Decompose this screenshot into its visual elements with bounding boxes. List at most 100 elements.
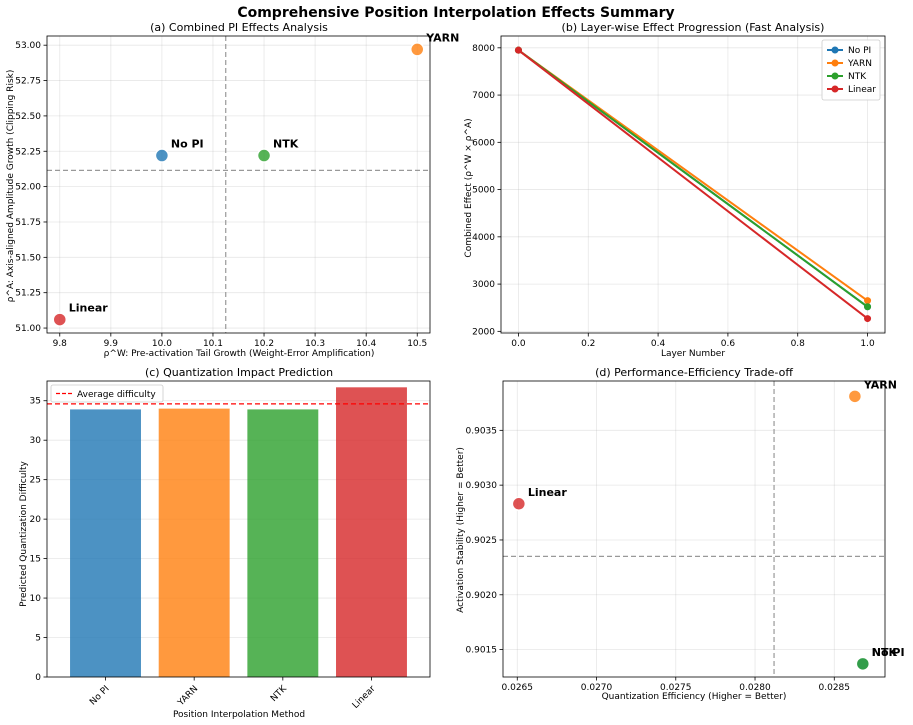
y-tick-label: 0.9035 bbox=[466, 426, 498, 436]
point-label: YARN bbox=[863, 378, 897, 391]
x-tick-label: 10.1 bbox=[203, 339, 223, 349]
y-tick-label: 6000 bbox=[472, 138, 495, 148]
y-tick-label: 52.25 bbox=[15, 147, 41, 157]
legend: Average difficulty bbox=[50, 384, 164, 403]
axes-frame bbox=[46, 380, 431, 678]
legend-label: No PI bbox=[848, 46, 871, 56]
legend-label: Average difficulty bbox=[77, 390, 156, 400]
x-tick-label: 0.0270 bbox=[581, 683, 613, 693]
panel-a-xlabel: ρ^W: Pre-activation Tail Growth (Weight-… bbox=[104, 349, 375, 359]
x-tick-label: 10.0 bbox=[152, 339, 172, 349]
y-tick-label: 10 bbox=[30, 594, 42, 604]
panel-b-xlabel: Layer Number bbox=[661, 349, 725, 359]
figure-suptitle: Comprehensive Position Interpolation Eff… bbox=[237, 5, 674, 21]
y-tick-label: 51.25 bbox=[15, 289, 41, 299]
bar-ntk bbox=[247, 409, 319, 677]
panel-a-title: (a) Combined PI Effects Analysis bbox=[150, 21, 328, 34]
legend-label: NTK bbox=[848, 72, 867, 82]
panel-d-ylabel: Activation Stability (Higher = Better) bbox=[456, 447, 466, 613]
panel-b-grid bbox=[501, 36, 885, 333]
axes-frame bbox=[46, 35, 431, 334]
legend-marker bbox=[831, 59, 839, 67]
point-label: YARN bbox=[425, 31, 459, 44]
y-tick-label: 25 bbox=[30, 476, 41, 486]
x-tick-label: 0.6 bbox=[721, 339, 736, 349]
y-tick-label: 51.00 bbox=[15, 324, 41, 334]
x-tick-label: 0.4 bbox=[651, 339, 666, 349]
point-label: No PI bbox=[171, 138, 204, 151]
panel-d-title: (d) Performance-Efficiency Trade-off bbox=[595, 366, 793, 379]
panel-c-xlabel: Position Interpolation Method bbox=[173, 710, 305, 720]
y-tick-label: 51.50 bbox=[15, 253, 41, 263]
y-tick-label: 0.9030 bbox=[466, 481, 498, 491]
panel-d-grid bbox=[503, 381, 885, 677]
bar-yarn bbox=[158, 408, 230, 677]
axes-frame bbox=[500, 35, 886, 334]
y-tick-label: 0.9025 bbox=[466, 536, 498, 546]
legend-marker bbox=[831, 72, 839, 80]
point-yarn bbox=[847, 389, 863, 404]
series-marker bbox=[864, 297, 872, 305]
panel-d-xlabel: Quantization Efficiency (Higher = Better… bbox=[602, 692, 787, 702]
y-tick-label: 8000 bbox=[472, 44, 495, 54]
x-tick-label: 10.5 bbox=[407, 339, 427, 349]
point-linear bbox=[511, 496, 527, 512]
axes-frame bbox=[502, 380, 886, 678]
panel-b-ylabel: Combined Effect (ρ^W × ρ^A) bbox=[464, 118, 474, 257]
y-tick-label: 4000 bbox=[472, 233, 495, 243]
panel-c: (c) Quantization Impact Prediction Posit… bbox=[19, 366, 431, 720]
panel-a: (a) Combined PI Effects Analysis ρ^W: Pr… bbox=[6, 21, 459, 359]
series-marker bbox=[514, 46, 522, 54]
y-tick-label: 35 bbox=[30, 397, 41, 407]
x-tick-label: 9.9 bbox=[104, 339, 119, 349]
panel-d: (d) Performance-Efficiency Trade-off Qua… bbox=[456, 366, 905, 702]
x-tick-label: 0.0 bbox=[511, 339, 526, 349]
y-tick-label: 53.00 bbox=[15, 41, 41, 51]
y-tick-label: 5 bbox=[35, 634, 41, 644]
x-tick-label: YARN bbox=[176, 684, 201, 709]
y-tick-label: 20 bbox=[30, 515, 42, 525]
point-label: Linear bbox=[69, 302, 108, 315]
legend-box bbox=[50, 384, 164, 403]
y-tick-label: 51.75 bbox=[15, 218, 41, 228]
x-tick-label: 10.4 bbox=[356, 339, 376, 349]
point-label: Linear bbox=[528, 486, 567, 499]
y-tick-label: 5000 bbox=[472, 186, 495, 196]
panel-b-title: (b) Layer-wise Effect Progression (Fast … bbox=[562, 21, 825, 34]
panel-b: (b) Layer-wise Effect Progression (Fast … bbox=[464, 21, 886, 359]
legend-label: YARN bbox=[847, 59, 872, 69]
x-tick-label: No PI bbox=[88, 684, 111, 707]
x-tick-label: Linear bbox=[351, 684, 378, 711]
x-tick-label: 10.2 bbox=[254, 339, 274, 349]
bar-no-pi bbox=[70, 409, 141, 677]
x-tick-label: 0.8 bbox=[791, 339, 806, 349]
x-tick-label: 0.0280 bbox=[739, 683, 771, 693]
y-tick-label: 7000 bbox=[472, 91, 495, 101]
series-marker bbox=[864, 315, 872, 323]
panel-c-ylabel: Predicted Quantization Difficulty bbox=[19, 461, 29, 607]
point-no-pi bbox=[154, 148, 170, 163]
x-tick-label: 0.0275 bbox=[660, 683, 692, 693]
x-tick-label: 10.3 bbox=[305, 339, 325, 349]
x-tick-label: 0.0285 bbox=[819, 683, 851, 693]
point-ntk bbox=[855, 656, 871, 672]
legend-marker bbox=[831, 85, 839, 93]
point-yarn bbox=[409, 42, 425, 57]
point-ntk bbox=[256, 148, 272, 163]
panel-c-title: (c) Quantization Impact Prediction bbox=[145, 366, 333, 379]
point-label: NTK bbox=[273, 138, 299, 151]
legend-label: Linear bbox=[848, 85, 876, 95]
y-tick-label: 0.9020 bbox=[466, 591, 498, 601]
x-tick-label: NTK bbox=[269, 683, 290, 704]
point-label: No PI bbox=[872, 646, 905, 659]
legend: No PI YARN NTK Linear bbox=[821, 39, 881, 101]
x-tick-label: 0.0265 bbox=[502, 683, 534, 693]
y-tick-label: 15 bbox=[30, 555, 41, 565]
legend-box bbox=[821, 39, 881, 101]
legend-marker bbox=[831, 46, 839, 54]
panel-a-ylabel: ρ^A: Axis-aligned Amplitude Growth (Clip… bbox=[6, 70, 16, 303]
x-tick-label: 9.8 bbox=[53, 339, 68, 349]
y-tick-label: 3000 bbox=[472, 280, 495, 290]
bar-linear bbox=[336, 387, 407, 677]
